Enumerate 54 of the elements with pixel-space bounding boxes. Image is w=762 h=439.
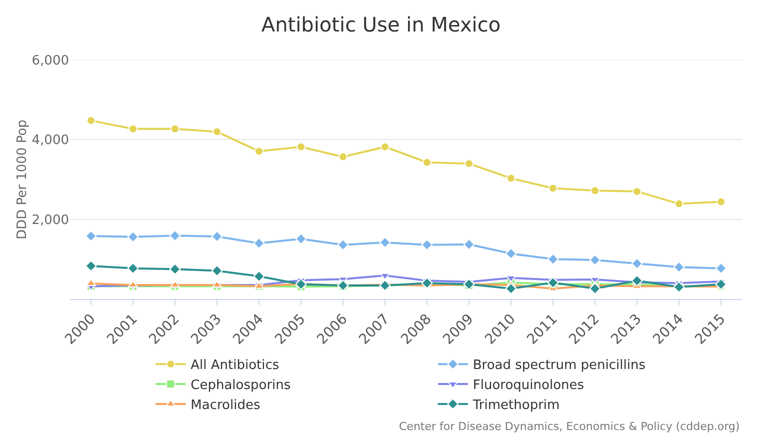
legend-label: All Antibiotics — [190, 358, 280, 374]
y-axis-title: DDD Per 1000 Pop — [14, 120, 30, 240]
legend-label: Trimethoprim — [472, 398, 560, 414]
point — [127, 231, 139, 243]
point — [631, 274, 643, 286]
point — [337, 239, 349, 251]
y-tick-label: 6,000 — [32, 54, 69, 69]
point — [547, 253, 559, 265]
point — [505, 282, 517, 294]
point — [338, 152, 348, 162]
point — [673, 261, 685, 273]
text: Center for Disease Dynamics, Economics & Policy (cddep.org) — [399, 420, 740, 433]
point — [422, 158, 432, 167]
point — [631, 258, 643, 270]
point — [212, 127, 222, 136]
point — [295, 233, 307, 245]
point — [211, 230, 223, 242]
point — [716, 197, 726, 206]
point — [127, 262, 139, 274]
point — [505, 248, 517, 260]
point — [85, 260, 97, 272]
legend-label: Fluoroquinolones — [472, 378, 584, 394]
point — [464, 159, 474, 168]
y-tick-label: 2,000 — [32, 212, 69, 228]
point — [169, 230, 181, 242]
legend-label: Broad spectrum penicillins — [472, 358, 646, 374]
point — [211, 265, 223, 276]
point — [170, 124, 180, 134]
point — [590, 186, 600, 196]
chart-title: Antibiotic Use in Mexico — [261, 12, 501, 37]
point — [380, 142, 390, 152]
legend-label: Cephalosporins — [190, 378, 291, 394]
point — [421, 277, 433, 289]
point — [379, 236, 391, 248]
y-tick-label: 4,000 — [32, 133, 69, 148]
point — [674, 199, 684, 208]
point — [295, 278, 307, 290]
point — [548, 184, 558, 193]
point — [463, 238, 475, 250]
point — [715, 278, 727, 290]
legend-label: Macrolides — [190, 398, 260, 414]
point — [169, 263, 181, 275]
point — [589, 282, 601, 294]
point — [253, 270, 265, 282]
point — [589, 254, 601, 266]
point — [85, 230, 97, 242]
point — [128, 124, 138, 134]
point — [547, 276, 559, 288]
point — [296, 142, 306, 152]
point — [421, 239, 433, 251]
point — [254, 146, 264, 156]
point — [715, 262, 727, 274]
point — [253, 238, 265, 249]
point — [506, 174, 516, 183]
